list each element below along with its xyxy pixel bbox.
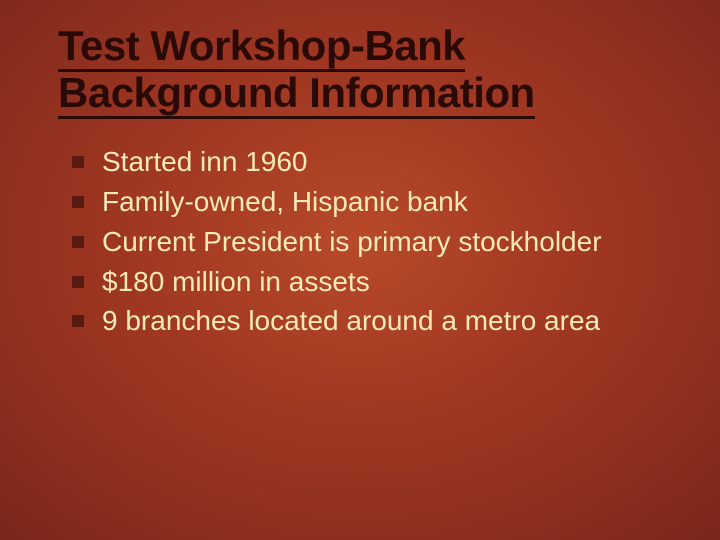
square-bullet-icon <box>72 236 84 248</box>
square-bullet-icon <box>72 196 84 208</box>
bullet-text: Started inn 1960 <box>102 144 680 180</box>
bullet-list: Started inn 1960 Family-owned, Hispanic … <box>58 144 680 339</box>
bullet-text: Family-owned, Hispanic bank <box>102 184 680 220</box>
square-bullet-icon <box>72 315 84 327</box>
list-item: $180 million in assets <box>72 264 680 300</box>
list-item: Family-owned, Hispanic bank <box>72 184 680 220</box>
list-item: Started inn 1960 <box>72 144 680 180</box>
bullet-text: $180 million in assets <box>102 264 680 300</box>
slide-title: Test Workshop-Bank Background Informatio… <box>58 22 680 116</box>
title-line-2: Background Information <box>58 69 535 119</box>
bullet-text: Current President is primary stockholder <box>102 224 680 260</box>
square-bullet-icon <box>72 276 84 288</box>
square-bullet-icon <box>72 156 84 168</box>
slide: Test Workshop-Bank Background Informatio… <box>0 0 720 540</box>
title-line-1: Test Workshop-Bank <box>58 22 465 72</box>
bullet-text: 9 branches located around a metro area <box>102 303 680 339</box>
list-item: Current President is primary stockholder <box>72 224 680 260</box>
list-item: 9 branches located around a metro area <box>72 303 680 339</box>
